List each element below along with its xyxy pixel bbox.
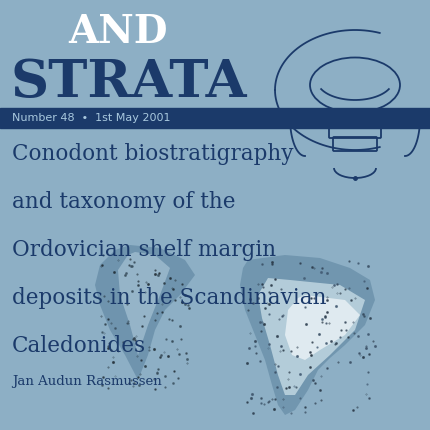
Text: Number 48  •  1st May 2001: Number 48 • 1st May 2001 [12, 113, 171, 123]
Text: and taxonomy of the: and taxonomy of the [12, 191, 236, 213]
Text: Jan Audun Rasmussen: Jan Audun Rasmussen [12, 375, 162, 388]
Polygon shape [240, 255, 375, 415]
Text: STRATA: STRATA [10, 56, 246, 108]
Text: Caledonides: Caledonides [12, 335, 146, 357]
Text: AND: AND [68, 13, 168, 51]
Bar [0, 108, 430, 128]
Polygon shape [285, 295, 360, 360]
Text: deposits in the Scandinavian: deposits in the Scandinavian [12, 287, 326, 309]
Polygon shape [95, 245, 195, 380]
Text: Ordovician shelf margin: Ordovician shelf margin [12, 239, 276, 261]
Polygon shape [258, 278, 365, 395]
Text: Conodont biostratigraphy: Conodont biostratigraphy [12, 143, 294, 165]
Polygon shape [118, 252, 170, 355]
